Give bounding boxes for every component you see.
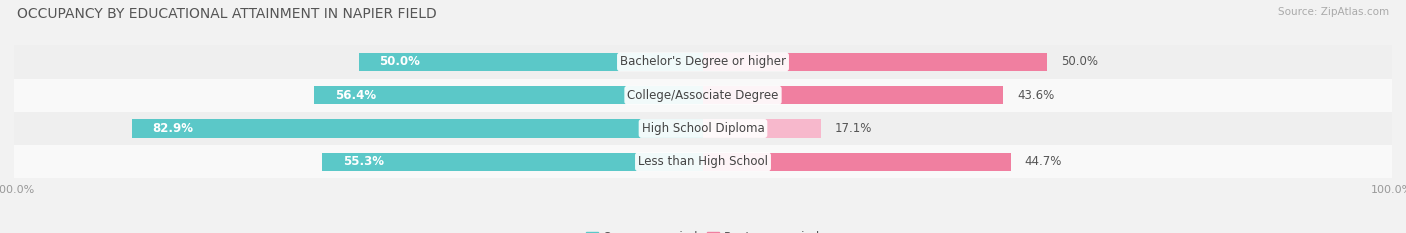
Bar (132, 119, 703, 138)
Bar (703, 153, 1011, 171)
Bar (14, 79, 1392, 112)
Text: 55.3%: 55.3% (343, 155, 384, 168)
Text: 50.0%: 50.0% (1062, 55, 1098, 69)
Text: 50.0%: 50.0% (380, 55, 420, 69)
Text: 56.4%: 56.4% (335, 89, 377, 102)
Bar (14, 112, 1392, 145)
Bar (359, 53, 703, 71)
Text: OCCUPANCY BY EDUCATIONAL ATTAINMENT IN NAPIER FIELD: OCCUPANCY BY EDUCATIONAL ATTAINMENT IN N… (17, 7, 437, 21)
Bar (703, 86, 1004, 104)
Text: College/Associate Degree: College/Associate Degree (627, 89, 779, 102)
Legend: Owner-occupied, Renter-occupied: Owner-occupied, Renter-occupied (581, 226, 825, 233)
Text: Source: ZipAtlas.com: Source: ZipAtlas.com (1278, 7, 1389, 17)
Bar (14, 145, 1392, 178)
Bar (322, 153, 703, 171)
Bar (14, 45, 1392, 79)
Text: High School Diploma: High School Diploma (641, 122, 765, 135)
Bar (703, 53, 1047, 71)
Text: Bachelor's Degree or higher: Bachelor's Degree or higher (620, 55, 786, 69)
Text: 17.1%: 17.1% (835, 122, 872, 135)
Text: Less than High School: Less than High School (638, 155, 768, 168)
Text: 44.7%: 44.7% (1025, 155, 1062, 168)
Bar (703, 119, 821, 138)
Text: 82.9%: 82.9% (152, 122, 194, 135)
Text: 43.6%: 43.6% (1017, 89, 1054, 102)
Bar (315, 86, 703, 104)
